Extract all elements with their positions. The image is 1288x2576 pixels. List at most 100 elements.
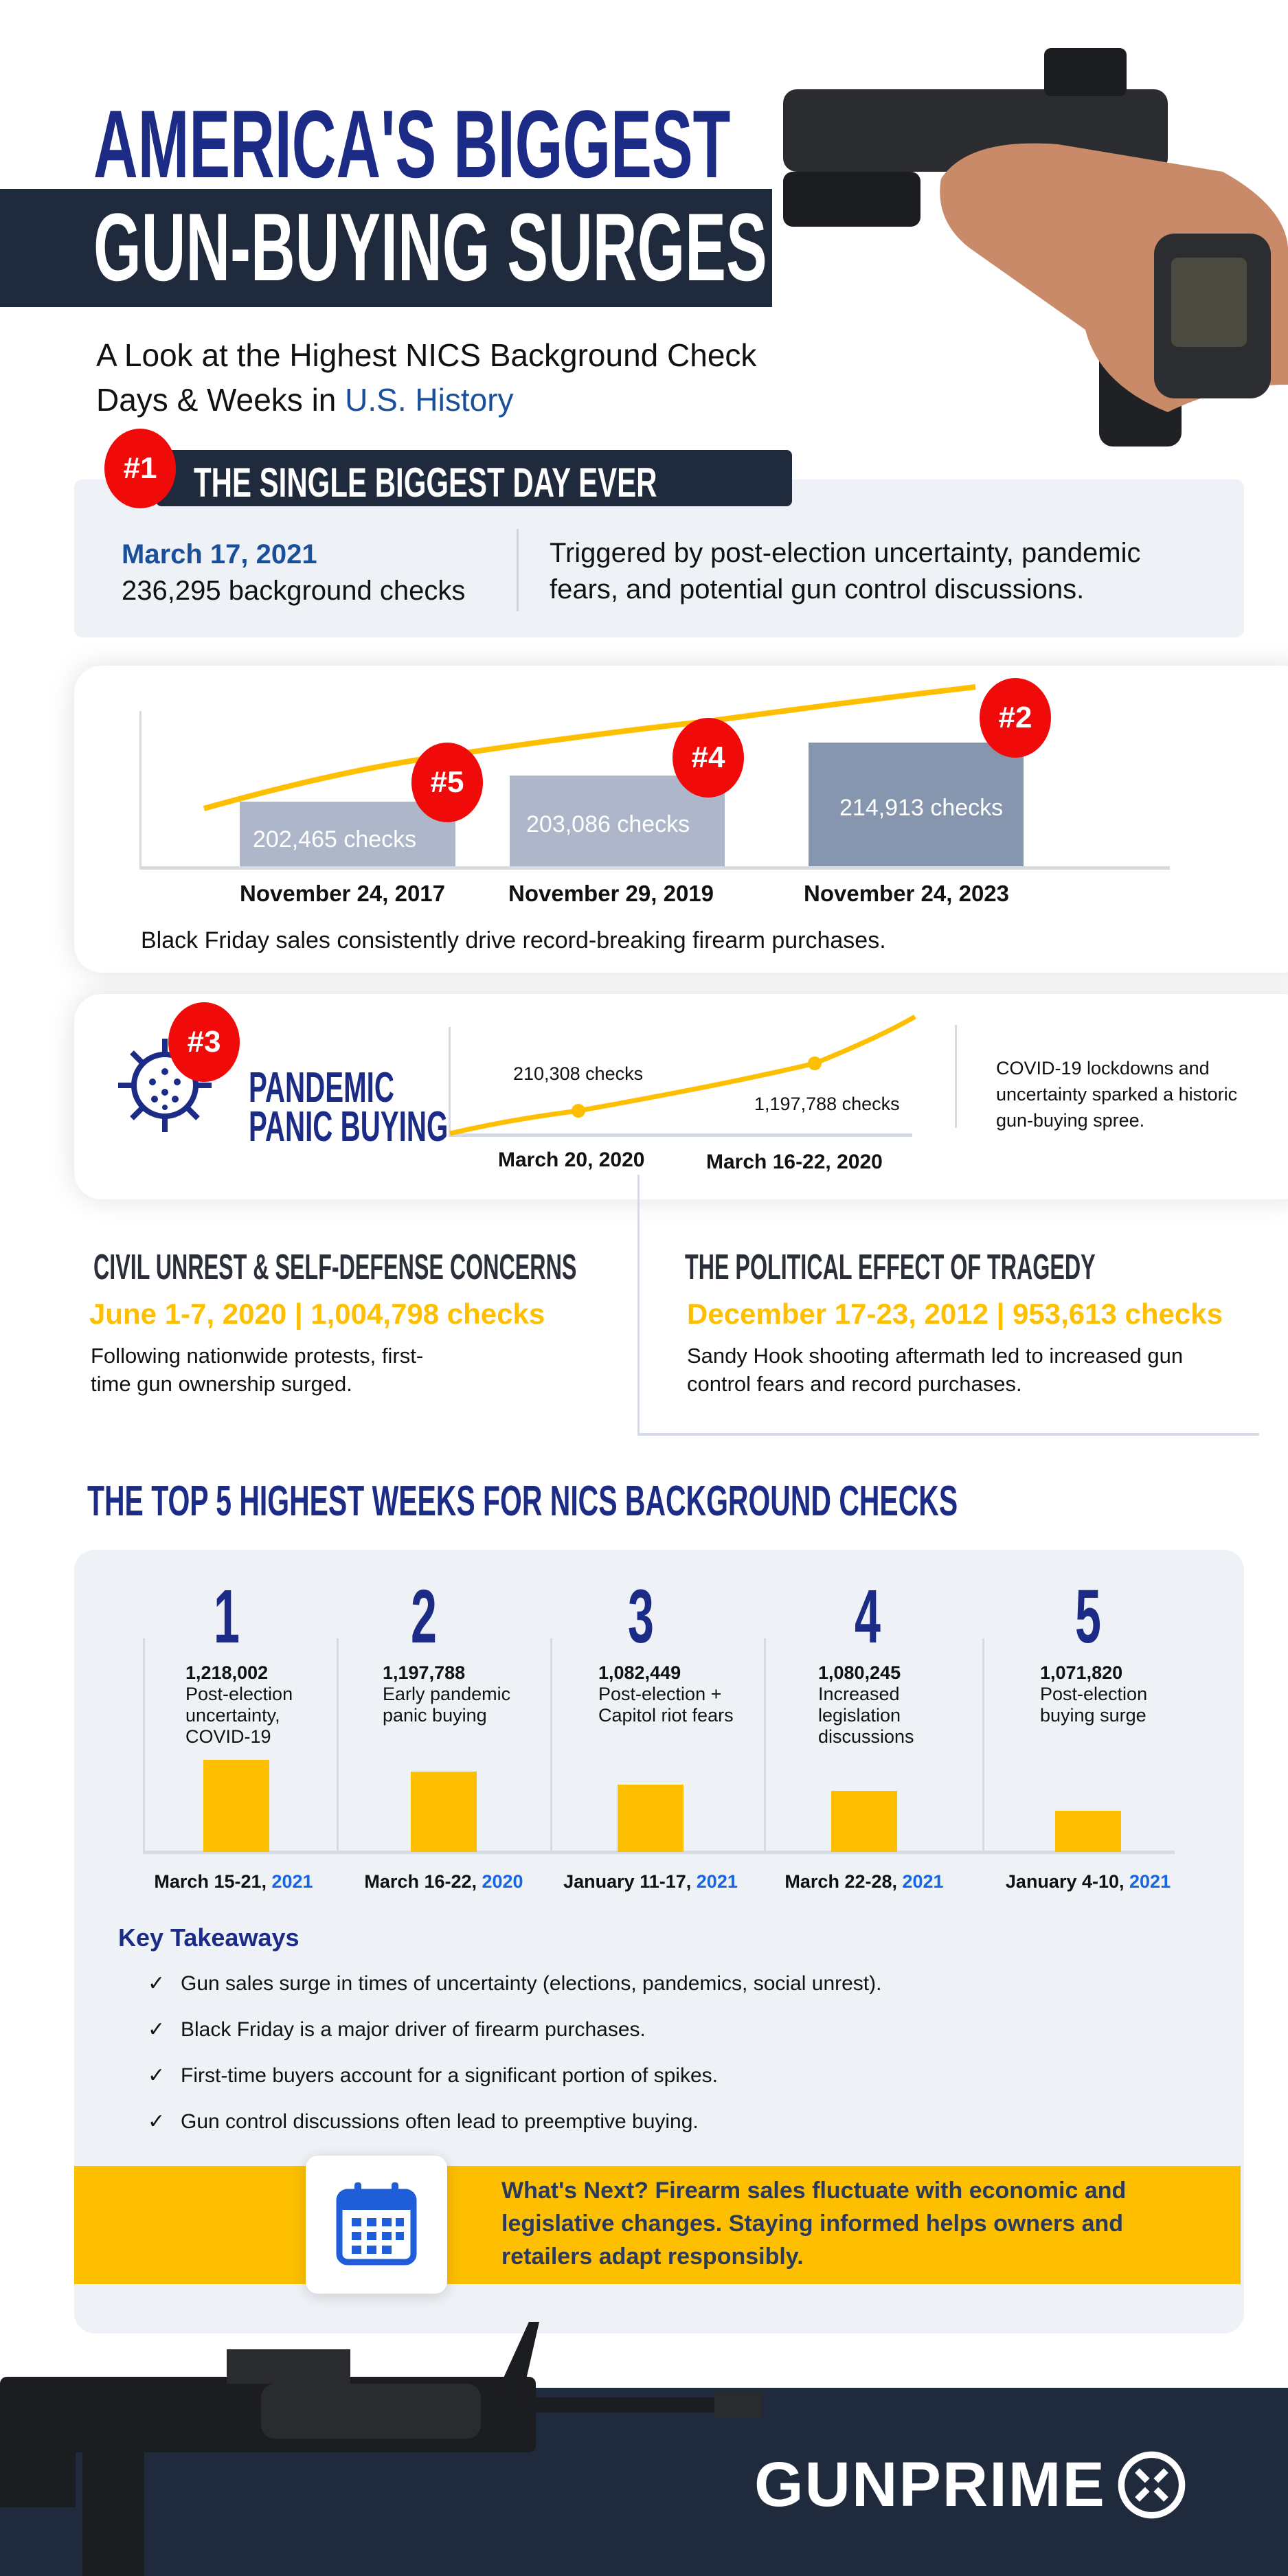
pandemic-card [74, 994, 1288, 1199]
column-divider [337, 1638, 339, 1852]
week-year: 2021 [696, 1871, 738, 1892]
bf-trend-line [203, 684, 976, 811]
tragedy-stat: December 17-23, 2012 | 953,613 checks [687, 1298, 1223, 1330]
week-bar-3 [618, 1785, 683, 1852]
pandemic-point-2-date: March 16-22, 2020 [706, 1151, 883, 1173]
pandemic-desc-2: uncertainty sparked a historic [996, 1084, 1238, 1105]
week-stat: 1,197,788 Early pandemic panic buying [383, 1662, 541, 1726]
check-icon: ✓ [148, 2110, 166, 2133]
pandemic-y-axis [449, 1027, 451, 1133]
pandemic-desc-1: COVID-19 lockdowns and [996, 1058, 1210, 1078]
takeaways-heading: Key Takeaways [118, 1923, 300, 1952]
takeaway-item: ✓ Gun control discussions often lead to p… [148, 2110, 699, 2134]
whats-next-line-2: legislative changes. Staying informed he… [501, 2211, 1124, 2237]
section-divider [637, 1433, 1259, 1436]
week-reason: Early pandemic panic buying [383, 1684, 511, 1726]
whats-next-line-1: What's Next? Firearm sales fluctuate wit… [501, 2178, 1127, 2204]
week-date-text: March 15-21, [154, 1871, 272, 1892]
pandemic-point-1-label: 210,308 checks [513, 1063, 644, 1084]
check-icon: ✓ [148, 2064, 166, 2087]
week-checks: 1,071,820 [1040, 1662, 1123, 1683]
column-divider [982, 1638, 984, 1852]
takeaway-item: ✓ Gun sales surge in times of uncertainty… [148, 1971, 881, 1996]
week-checks: 1,218,002 [185, 1662, 269, 1683]
brand-logo-text: GUNPRIME [754, 2450, 1106, 2520]
week-date-text: March 16-22, [364, 1871, 482, 1892]
subtitle-line-1: A Look at the Highest NICS Background Ch… [96, 337, 757, 373]
pandemic-desc-3: gun-buying spree. [996, 1110, 1145, 1131]
week-checks: 1,080,245 [818, 1662, 901, 1683]
pandemic-point-2-label: 1,197,788 checks [754, 1094, 900, 1114]
week-reason: Post-election uncertainty, COVID-19 [185, 1684, 293, 1747]
crosshair-icon [1118, 2451, 1186, 2519]
top5-heading: THE TOP 5 HIGHEST WEEKS FOR NICS BACKGRO… [87, 1478, 958, 1525]
civil-unrest-stat: June 1-7, 2020 | 1,004,798 checks [89, 1298, 545, 1330]
brand-logo: GUNPRIME [754, 2449, 1188, 2521]
week-year: 2021 [271, 1871, 313, 1892]
single-day-date: March 17, 2021 [122, 539, 317, 569]
civil-unrest-heading: CIVIL UNREST & SELF-DEFENSE CONCERNS [93, 1247, 577, 1287]
divider [955, 1025, 957, 1128]
rank-badge-3: #3 [168, 1002, 240, 1082]
takeaway-item: ✓ Black Friday is a major driver of firea… [148, 2018, 646, 2042]
week-date: March 22-28, 2021 [784, 1871, 943, 1893]
rifle-image [0, 2322, 762, 2576]
title-line-2: GUN-BUYING SURGES [93, 193, 767, 301]
pandemic-point-1-date: March 20, 2020 [498, 1149, 645, 1171]
bf-checks-2023: 214,913 checks [839, 795, 1004, 821]
rank-badge-2: #2 [980, 678, 1051, 758]
bf-checks-2017: 202,465 checks [253, 826, 417, 852]
subtitle-highlight: U.S. History [345, 382, 514, 418]
takeaway-text: Gun control discussions often lead to pr… [181, 2110, 699, 2133]
week-bar-4 [831, 1791, 897, 1852]
week-rank: 4 [855, 1574, 881, 1659]
bf-bar-2023 [809, 743, 1024, 866]
bf-date-2017: November 24, 2017 [240, 881, 446, 906]
bf-checks-2019: 203,086 checks [526, 811, 690, 837]
single-day-heading: THE SINGLE BIGGEST DAY EVER [194, 460, 657, 506]
week-stat: 1,218,002 Post-election uncertainty, COVI… [185, 1662, 330, 1748]
bf-date-2019: November 29, 2019 [508, 881, 714, 906]
calendar-icon [336, 2182, 417, 2266]
week-stat: 1,082,449 Post-election + Capitol riot fe… [598, 1662, 736, 1726]
week-stat: 1,080,245 Increased legislation discussio… [818, 1662, 942, 1748]
takeaway-text: Gun sales surge in times of uncertainty … [181, 1972, 882, 1995]
column-divider [143, 1638, 145, 1852]
single-day-heading-bar [156, 450, 792, 506]
pandemic-title-2: PANIC BUYING [249, 1103, 449, 1151]
title-line-1: AMERICA'S BIGGEST [93, 90, 731, 198]
week-date: January 11-17, 2021 [563, 1871, 738, 1893]
single-day-desc-1: Triggered by post-election uncertainty, … [550, 538, 1141, 568]
week-rank: 3 [628, 1574, 654, 1659]
week-bar-2 [411, 1772, 477, 1852]
pandemic-point-1 [572, 1104, 585, 1118]
single-day-checks: 236,295 background checks [122, 576, 466, 606]
week-date: March 16-22, 2020 [364, 1871, 523, 1893]
virus-icon [118, 1039, 212, 1132]
week-bar-1 [203, 1760, 269, 1852]
week-date: January 4-10, 2021 [1006, 1871, 1171, 1893]
pandemic-x-axis [449, 1133, 912, 1137]
tragedy-desc-1: Sandy Hook shooting aftermath led to inc… [687, 1344, 1184, 1368]
bf-caption: Black Friday sales consistently drive re… [141, 927, 886, 953]
week-rank: 1 [214, 1574, 240, 1659]
subtitle-prefix: Days & Weeks in [96, 382, 346, 418]
pandemic-point-2 [808, 1057, 822, 1070]
bf-y-axis [139, 711, 142, 869]
week-date-text: January 4-10, [1005, 1871, 1130, 1892]
week-reason: Post-election + Capitol riot fears [598, 1684, 734, 1726]
takeaway-text: Black Friday is a major driver of firear… [181, 2018, 646, 2041]
week-checks: 1,082,449 [598, 1662, 681, 1683]
title-band [0, 189, 772, 307]
week-date-text: January 11-17, [563, 1871, 697, 1892]
week-reason: Post-election buying surge [1040, 1684, 1148, 1726]
check-icon: ✓ [148, 1972, 166, 1995]
rank-badge-5: #5 [411, 743, 483, 822]
week-date: March 15-21, 2021 [154, 1871, 313, 1893]
takeaway-text: First-time buyers account for a signific… [181, 2064, 718, 2087]
week-rank: 2 [411, 1574, 437, 1659]
week-year: 2021 [1129, 1871, 1171, 1892]
pandemic-trend-line [449, 1014, 916, 1136]
whats-next-line-3: retailers adapt responsibly. [501, 2244, 804, 2270]
week-year: 2020 [482, 1871, 523, 1892]
